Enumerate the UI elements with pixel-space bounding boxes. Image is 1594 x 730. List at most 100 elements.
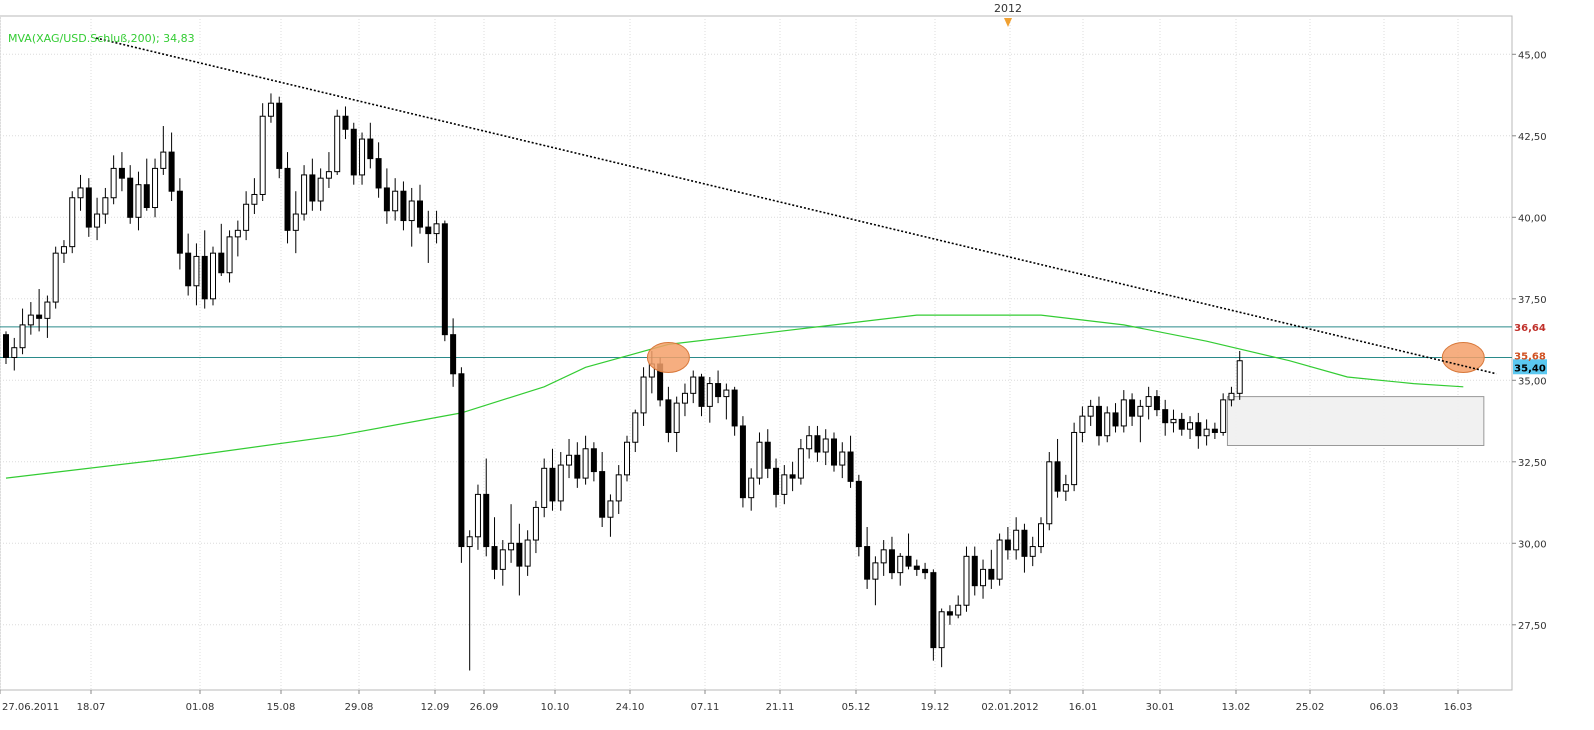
candle-15 bbox=[127, 165, 134, 224]
candle-56 bbox=[466, 530, 473, 671]
x-tick-label-11: 05.12 bbox=[842, 702, 871, 713]
x-tick-label-1: 18.07 bbox=[77, 702, 106, 713]
x-tick-label-4: 29.08 bbox=[345, 702, 374, 713]
candle-body-down bbox=[1021, 529, 1028, 557]
candle-body-up bbox=[234, 229, 241, 238]
candle-body-up bbox=[433, 223, 440, 235]
y-tick-label-4: 37,50 bbox=[1518, 295, 1547, 306]
candle-body-down bbox=[342, 115, 349, 130]
candle-body-up bbox=[19, 324, 26, 349]
x-tick-label-16: 13.02 bbox=[1222, 702, 1251, 713]
candle-body-up bbox=[466, 536, 473, 548]
candle-body-down bbox=[127, 177, 134, 218]
candle-body-down bbox=[218, 252, 225, 274]
candle-body-up bbox=[94, 213, 101, 228]
candle-45 bbox=[375, 142, 382, 198]
candle-20 bbox=[168, 132, 175, 201]
candle-60 bbox=[499, 540, 506, 586]
candle-body-down bbox=[913, 565, 920, 570]
candle-101 bbox=[839, 442, 846, 479]
candle-body-down bbox=[417, 200, 423, 228]
candle-127 bbox=[1054, 438, 1061, 498]
candle-134 bbox=[1112, 403, 1119, 433]
candle-51 bbox=[425, 210, 432, 263]
x-tick-label-13: 02.01.2012 bbox=[981, 702, 1038, 713]
year-marker: 2012 bbox=[994, 2, 1022, 27]
candle-body-up bbox=[251, 193, 258, 205]
candle-105 bbox=[872, 556, 879, 606]
candle-body-up bbox=[1228, 392, 1235, 401]
candle-141 bbox=[1170, 409, 1177, 433]
candle-body-down bbox=[176, 190, 183, 254]
candle-body-down bbox=[1129, 399, 1136, 417]
candle-body-up bbox=[1079, 415, 1086, 433]
candle-12 bbox=[102, 187, 109, 224]
candle-143 bbox=[1187, 416, 1194, 439]
candle-body-up bbox=[1046, 461, 1053, 525]
candle-body-down bbox=[168, 151, 175, 192]
candle-38 bbox=[317, 168, 324, 211]
candle-body-up bbox=[557, 464, 564, 502]
candle-88 bbox=[731, 386, 738, 436]
candle-19 bbox=[160, 126, 167, 175]
candle-body-up bbox=[11, 347, 18, 358]
resistance-price-label: 36,64 bbox=[1514, 323, 1546, 334]
year-marker-label: 2012 bbox=[994, 2, 1022, 15]
mva-legend: MVA(XAG/USD.Schluß,200); 34,83 bbox=[8, 32, 195, 45]
candle-body-down bbox=[458, 373, 465, 548]
candle-33 bbox=[276, 96, 283, 179]
candle-31 bbox=[259, 103, 266, 201]
candle-22 bbox=[185, 233, 192, 296]
candle-body-up bbox=[152, 167, 159, 209]
x-tick-label-14: 16.01 bbox=[1069, 702, 1098, 713]
candle-114 bbox=[946, 605, 953, 625]
grid bbox=[0, 16, 1512, 690]
candle-123 bbox=[1021, 523, 1028, 573]
candle-90 bbox=[748, 468, 755, 511]
candle-body-up bbox=[1087, 405, 1094, 417]
candle-131 bbox=[1087, 399, 1094, 426]
support-badge: 35,68 bbox=[1514, 351, 1546, 362]
candle-115 bbox=[955, 595, 962, 619]
candle-body-up bbox=[955, 604, 962, 616]
candle-body-up bbox=[797, 448, 804, 479]
candle-70 bbox=[582, 435, 589, 485]
candle-9 bbox=[77, 174, 84, 211]
candle-27 bbox=[226, 230, 233, 283]
candle-119 bbox=[988, 549, 995, 589]
candle-125 bbox=[1038, 517, 1044, 554]
moving-average bbox=[5, 314, 1464, 479]
x-tick-label-10: 21.11 bbox=[766, 702, 795, 713]
candle-65 bbox=[541, 458, 548, 518]
candle-43 bbox=[359, 132, 366, 185]
candle-body-up bbox=[1038, 523, 1044, 548]
candle-48 bbox=[400, 181, 407, 231]
candle-body-up bbox=[1013, 529, 1020, 551]
candle-26 bbox=[218, 223, 225, 276]
candle-body-up bbox=[1071, 431, 1078, 486]
candle-135 bbox=[1120, 390, 1127, 433]
candle-18 bbox=[152, 158, 159, 218]
candle-58 bbox=[483, 458, 490, 557]
candle-112 bbox=[930, 569, 937, 661]
candle-117 bbox=[971, 546, 978, 596]
candle-76 bbox=[632, 409, 639, 453]
x-tick-label-19: 16.03 bbox=[1444, 702, 1473, 713]
candle-74 bbox=[615, 465, 622, 514]
candle-body-down bbox=[590, 448, 597, 473]
resistance-badge: 36,64 bbox=[1514, 323, 1546, 334]
candle-body-up bbox=[532, 506, 539, 541]
candle-61 bbox=[508, 504, 515, 563]
x-tick-label-0: 27.06.2011 bbox=[2, 702, 59, 713]
candle-148 bbox=[1228, 386, 1235, 407]
candle-body-up bbox=[27, 314, 34, 326]
candle-97 bbox=[806, 425, 813, 459]
candle-body-up bbox=[210, 252, 216, 300]
candle-body-down bbox=[764, 441, 771, 469]
candle-35 bbox=[292, 191, 299, 254]
candle-8 bbox=[69, 191, 76, 254]
candle-1 bbox=[11, 337, 18, 371]
x-axis: 27.06.2011 18.07 01.08 15.08 29.08 12.09 26.09… bbox=[0, 690, 1472, 713]
candle-118 bbox=[980, 559, 987, 599]
candle-106 bbox=[880, 540, 887, 576]
